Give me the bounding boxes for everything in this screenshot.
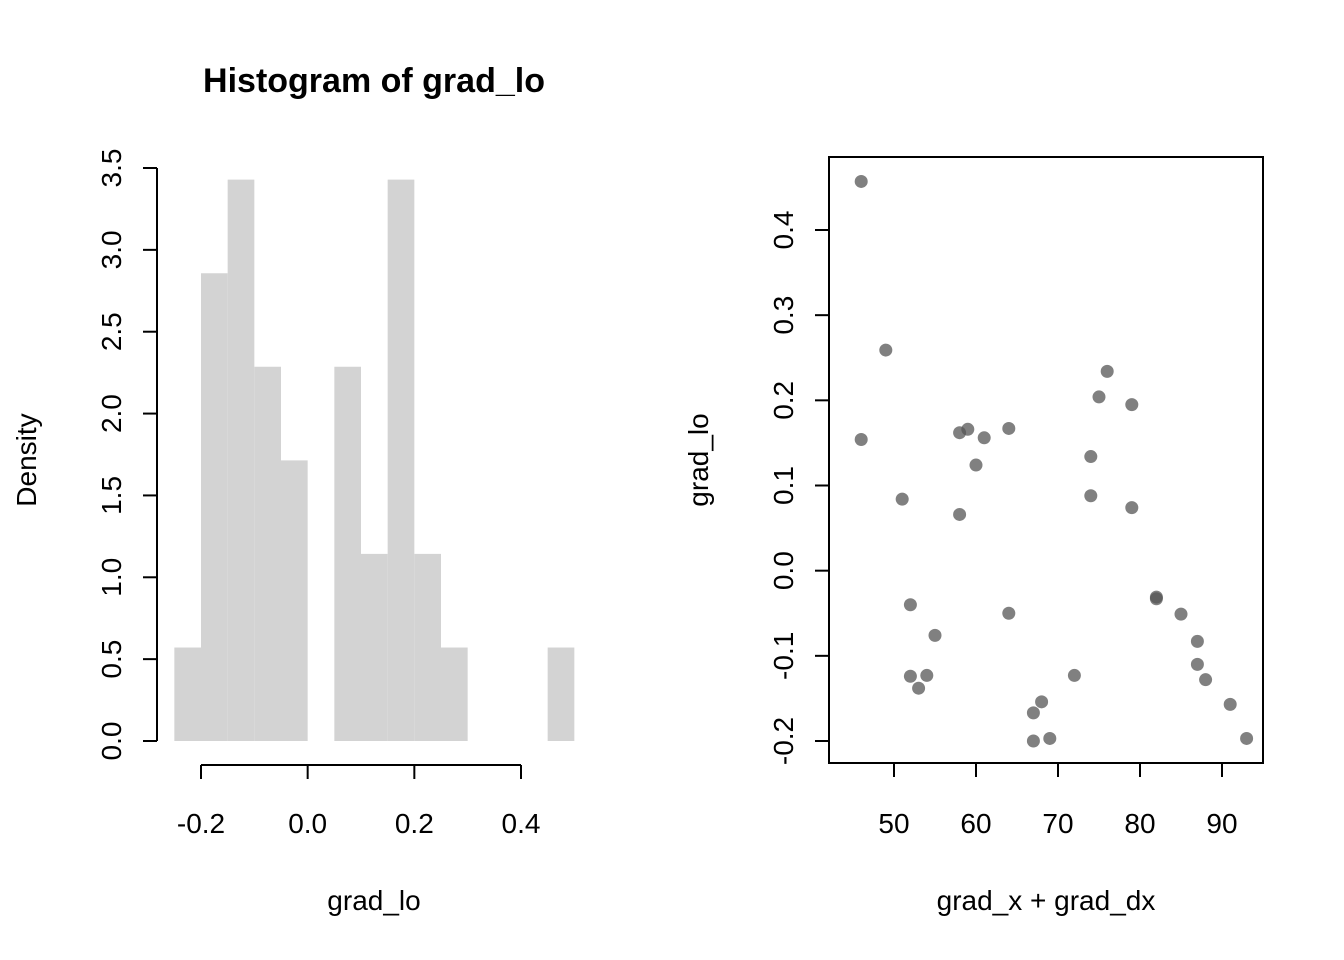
scatter-point: [1092, 390, 1106, 404]
scatter-point: [903, 598, 917, 612]
histogram-bar: [361, 553, 388, 741]
histogram-x-tick-label: 0.0: [288, 808, 327, 839]
histogram-x-axis: -0.2 0.0 0.2 0.4: [177, 764, 541, 839]
scatter-point: [920, 668, 934, 682]
histogram-bar: [201, 273, 228, 741]
histogram-bar: [414, 553, 441, 741]
scatter-point: [1026, 734, 1040, 748]
histogram-bar: [227, 179, 255, 741]
scatter-y-axis: -0.2 -0.1 0.0 0.1 0.2 0.3 0.4: [768, 211, 829, 765]
histogram-y-tick-label: 2.5: [96, 312, 127, 351]
scatter-x-tick-label: 60: [960, 808, 991, 839]
scatter-y-tick-label: 0.0: [768, 551, 799, 590]
scatter-point: [854, 433, 868, 447]
histogram-y-tick-label: 1.0: [96, 558, 127, 597]
scatter-point: [854, 174, 868, 188]
scatter-point: [895, 492, 909, 506]
scatter-point: [961, 422, 975, 436]
scatter-point: [1084, 489, 1098, 503]
scatter-point: [1043, 731, 1057, 745]
histogram-x-tick-label: -0.2: [177, 808, 225, 839]
scatter-x-tick-label: 80: [1124, 808, 1155, 839]
histogram-y-axis: 0.0 0.5 1.0 1.5 2.0 2.5 3.0 3.5: [96, 149, 158, 761]
histogram-y-tick-label: 0.5: [96, 640, 127, 679]
histogram-bar: [387, 179, 415, 741]
scatter-y-label: grad_lo: [683, 413, 714, 506]
scatter-point: [977, 431, 991, 445]
histogram-bars: [174, 179, 575, 741]
scatter-point: [1174, 607, 1188, 621]
histogram-bar: [254, 366, 281, 741]
scatter-point: [1067, 668, 1081, 682]
scatter-point: [1002, 421, 1016, 435]
histogram-x-tick-label: 0.2: [395, 808, 434, 839]
scatter-point: [1026, 706, 1040, 720]
histogram-bar: [174, 647, 201, 741]
histogram-y-tick-label: 0.0: [96, 722, 127, 761]
scatter-points: [854, 174, 1254, 748]
scatter-point: [1240, 731, 1254, 745]
scatter-point: [1100, 364, 1114, 378]
scatter-y-tick-label: -0.1: [768, 632, 799, 680]
scatter-y-tick-label: -0.2: [768, 717, 799, 765]
scatter-point: [1149, 592, 1163, 606]
scatter-x-axis: 50 60 70 80 90: [878, 763, 1238, 839]
scatter-y-tick-label: 0.1: [768, 466, 799, 505]
scatter-y-tick-label: 0.2: [768, 381, 799, 420]
scatter-point: [1190, 634, 1204, 648]
scatter-point: [1223, 697, 1237, 711]
histogram-panel: Histogram of grad_lo 0.0 0.5 1.0 1.5 2.0 2.5 3…: [11, 62, 575, 916]
scatter-panel: -0.2 -0.1 0.0 0.1 0.2 0.3 0.4 50 60 70 80 90 grad_…: [683, 156, 1264, 916]
scatter-point: [1002, 606, 1016, 620]
histogram-bar: [281, 460, 308, 741]
scatter-x-tick-label: 90: [1206, 808, 1237, 839]
histogram-y-label: Density: [11, 413, 42, 506]
scatter-point: [879, 343, 893, 357]
scatter-point: [1035, 695, 1049, 709]
scatter-point: [903, 669, 917, 683]
scatter-y-tick-label: 0.3: [768, 296, 799, 335]
scatter-x-tick-label: 70: [1042, 808, 1073, 839]
scatter-point: [1125, 501, 1139, 515]
scatter-point: [969, 458, 983, 472]
histogram-y-tick-label: 3.0: [96, 230, 127, 269]
scatter-plot-box: [828, 156, 1264, 764]
scatter-point: [1190, 657, 1204, 671]
scatter-point: [1125, 398, 1139, 412]
scatter-y-tick-label: 0.4: [768, 211, 799, 250]
histogram-x-label: grad_lo: [327, 885, 420, 916]
histogram-y-tick-label: 3.5: [96, 149, 127, 188]
histogram-y-tick-label: 1.5: [96, 476, 127, 515]
scatter-point: [912, 681, 926, 695]
histogram-bar: [441, 647, 468, 741]
scatter-x-label: grad_x + grad_dx: [937, 885, 1156, 916]
scatter-point: [953, 507, 967, 521]
histogram-bar: [547, 647, 575, 741]
scatter-point: [928, 628, 942, 642]
scatter-x-tick-label: 50: [878, 808, 909, 839]
scatter-point: [1084, 450, 1098, 464]
histogram-bar: [334, 366, 361, 741]
histogram-title: Histogram of grad_lo: [203, 62, 545, 100]
scatter-point: [1199, 673, 1213, 687]
histogram-x-tick-label: 0.4: [502, 808, 541, 839]
histogram-y-tick-label: 2.0: [96, 394, 127, 433]
